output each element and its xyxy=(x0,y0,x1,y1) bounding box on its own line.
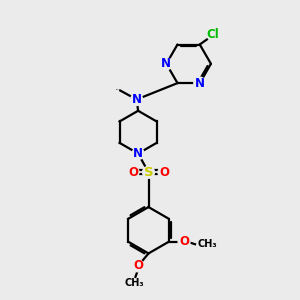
Text: N: N xyxy=(133,147,143,160)
Text: O: O xyxy=(128,166,138,179)
Text: methyl: methyl xyxy=(116,89,120,90)
Circle shape xyxy=(178,236,190,248)
Text: S: S xyxy=(144,166,153,179)
Text: O: O xyxy=(159,166,169,179)
Circle shape xyxy=(131,94,142,105)
Text: Cl: Cl xyxy=(207,28,220,41)
Circle shape xyxy=(127,166,139,178)
Circle shape xyxy=(207,29,219,41)
Circle shape xyxy=(142,166,154,178)
Text: N: N xyxy=(161,57,171,70)
Text: N: N xyxy=(132,93,142,106)
Text: CH₃: CH₃ xyxy=(125,278,144,288)
Text: N: N xyxy=(195,76,205,90)
Circle shape xyxy=(158,166,170,178)
Text: O: O xyxy=(179,235,189,248)
Circle shape xyxy=(132,260,144,272)
Circle shape xyxy=(160,58,172,70)
Circle shape xyxy=(194,77,206,89)
Text: CH₃: CH₃ xyxy=(197,239,217,249)
Circle shape xyxy=(132,148,144,160)
Text: O: O xyxy=(133,260,143,272)
